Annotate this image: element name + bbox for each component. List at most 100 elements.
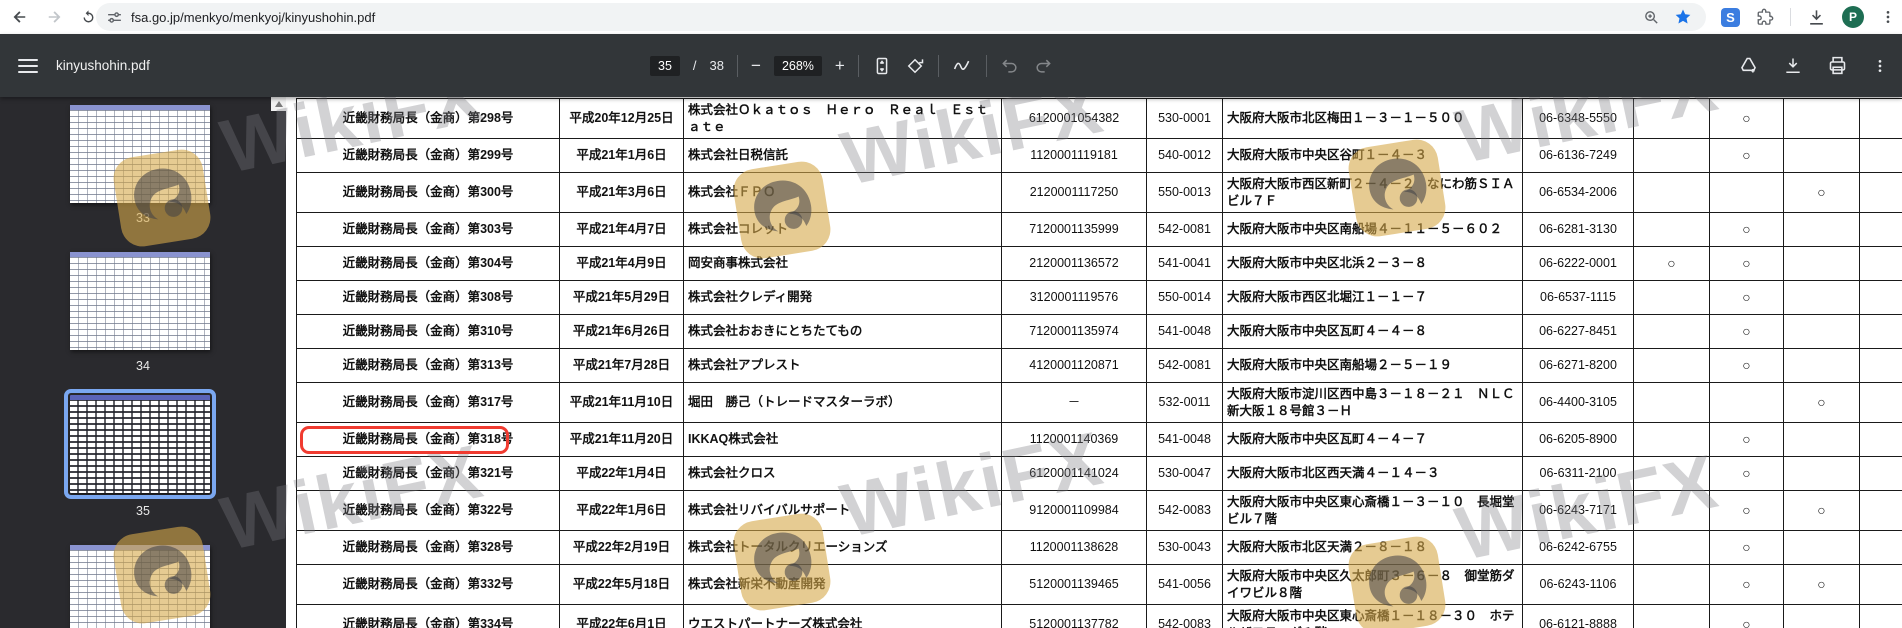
cell-postal: 541-0048 [1146,422,1223,457]
cell-phone: 06-6271-8200 [1522,348,1634,383]
table-row: 近畿財務局長（金商）第304号 平成21年4月9日 岡安商事株式会社 21200011… [296,246,1902,281]
table-row: 近畿財務局長（金商）第313号 平成21年7月28日 株式会社アプレスト 412000… [296,348,1902,383]
reload-button[interactable] [74,3,102,31]
toolbar-divider [1790,8,1791,26]
page-thumbnail-36[interactable] [70,545,210,628]
cell-corp_no: 3120001119576 [1001,280,1147,315]
cell-address: 大阪府大阪市淀川区西中島３－１８－２１ ＮＬＣ新大阪１８号館３－Ｈ [1222,382,1523,423]
cell-mark-empty [1859,172,1902,213]
cell-mark-empty [1783,314,1860,349]
cell-mark-empty [1859,530,1902,565]
table-row: 近畿財務局長（金商）第334号 平成22年6月1日 ウエストパートナーズ株式会社 51… [296,604,1902,628]
profile-avatar[interactable]: P [1842,6,1864,28]
cell-postal: 530-0047 [1146,456,1223,491]
cell-company: 株式会社日税信託 [683,138,1002,173]
extensions-puzzle-icon[interactable] [1756,8,1774,26]
thumbnail-sidebar[interactable]: 33 34 35 [0,97,286,628]
annotate-pen-icon[interactable] [952,55,973,76]
cell-mark-empty [1783,280,1860,315]
cell-mark-empty [1633,456,1710,491]
forward-button[interactable] [40,3,68,31]
back-button[interactable] [6,3,34,31]
page-thumbnail-35-selected[interactable] [64,389,216,499]
cell-company: 株式会社アプレスト [683,348,1002,383]
sidebar-menu-icon[interactable] [18,58,38,73]
cell-corp_no: 5120001137782 [1001,604,1147,628]
sidebar-scroll-up-arrow[interactable] [271,97,286,111]
cell-date: 平成22年2月19日 [559,530,684,565]
cell-mark-empty [1859,604,1902,628]
cell-address: 大阪府大阪市中央区南船場２－５－１９ [1222,348,1523,383]
cell-mark-empty [1783,422,1860,457]
cell-reg: 近畿財務局長（金商）第300号 [296,172,560,213]
cell-mark-empty [1783,246,1860,281]
cell-company: 株式会社リバイバルサポート [683,490,1002,531]
registry-table: 近畿財務局長（金商）第298号 平成20年12月25日 株式会社Ｏｋａｔｏｓ Ｈｅｒ… [296,98,1902,628]
site-info-icon[interactable] [106,9,123,26]
cell-reg: 近畿財務局長（金商）第303号 [296,212,560,247]
cell-date: 平成21年11月10日 [559,382,684,423]
cell-mark-empty [1633,138,1710,173]
table-row: 近畿財務局長（金商）第322号 平成22年1月6日 株式会社リバイバルサポート 912… [296,490,1902,531]
table-row: 近畿財務局長（金商）第300号 平成21年3月6日 株式会社ＦＰＯ 212000111… [296,172,1902,213]
cell-postal: 541-0056 [1146,564,1223,605]
address-bar[interactable]: fsa.go.jp/menkyo/menkyoj/kinyushohin.pdf [96,3,1706,31]
cell-mark-empty [1633,98,1710,139]
cell-phone: 06-6227-8451 [1522,314,1634,349]
page-thumbnail-33[interactable] [70,105,210,203]
cell-postal: 542-0083 [1146,604,1223,628]
save-to-drive-icon[interactable] [1738,55,1759,76]
table-row: 近畿財務局長（金商）第332号 平成22年5月18日 株式会社新栄不動産開発 5120… [296,564,1902,605]
toolbar-divider [857,54,859,77]
cell-postal: 530-0001 [1146,98,1223,139]
toolbar-divider [985,54,987,77]
cell-phone: 06-6537-1115 [1522,280,1634,315]
downloads-icon[interactable] [1807,8,1826,27]
cell-mark-circle: ○ [1783,490,1860,531]
cell-reg: 近畿財務局長（金商）第308号 [296,280,560,315]
cell-date: 平成21年6月26日 [559,314,684,349]
forward-arrow-icon [48,11,61,23]
pdf-menu-kebab-icon[interactable] [1872,58,1888,74]
print-icon[interactable] [1827,55,1848,76]
browser-menu-kebab-icon[interactable] [1880,9,1896,25]
url-text[interactable]: fsa.go.jp/menkyo/menkyoj/kinyushohin.pdf [131,9,376,25]
thumbnail-label: 35 [136,504,150,518]
cell-address: 大阪府大阪市北区梅田１－３－１－５００ [1222,98,1523,139]
browser-actions: S P [1721,0,1896,34]
zoom-out-button[interactable]: − [751,55,761,75]
cell-mark-circle: ○ [1709,530,1784,565]
table-row: 近畿財務局長（金商）第328号 平成22年2月19日 株式会社トータルクリエーション… [296,530,1902,565]
cell-date: 平成21年11月20日 [559,422,684,457]
zoom-in-button[interactable]: + [834,55,845,75]
cell-mark-empty [1633,382,1710,423]
cell-mark-empty [1859,98,1902,139]
fit-page-icon[interactable] [872,56,892,76]
download-icon[interactable] [1783,56,1803,76]
cell-reg: 近畿財務局長（金商）第299号 [296,138,560,173]
table-row: 近畿財務局長（金商）第303号 平成21年4月7日 株式会社コレット 71200011… [296,212,1902,247]
cell-reg: 近畿財務局長（金商）第334号 [296,604,560,628]
cell-mark-empty [1633,280,1710,315]
bookmark-star-icon[interactable] [1674,8,1692,26]
cell-mark-circle: ○ [1709,456,1784,491]
page-number-input[interactable]: 35 [650,55,680,76]
cell-postal: 542-0083 [1146,490,1223,531]
cell-company: 岡安商事株式会社 [683,246,1002,281]
rotate-icon[interactable] [905,56,925,76]
cell-company: 堀田 勝己（トレードマスターラボ） [683,382,1002,423]
cell-company: 株式会社クロス [683,456,1002,491]
cell-address: 大阪府大阪市西区新町２－４－２ なにわ筋ＳＩＡビル７Ｆ [1222,172,1523,213]
page-thumbnail-34[interactable] [70,252,210,350]
cell-phone: 06-6136-7249 [1522,138,1634,173]
cell-phone: 06-6242-6755 [1522,530,1634,565]
cell-date: 平成22年5月18日 [559,564,684,605]
cell-date: 平成21年1月6日 [559,138,684,173]
cell-address: 大阪府大阪市中央区東心斎橋１－１８－３０ ホテルザフラッグ１階 [1222,604,1523,628]
zoom-level-input[interactable]: 268% [773,55,822,76]
sider-extension-icon[interactable]: S [1721,7,1740,27]
cell-phone: 06-6243-7171 [1522,490,1634,531]
cell-mark-circle: ○ [1709,348,1784,383]
zoom-search-icon[interactable] [1643,9,1660,26]
cell-address: 大阪府大阪市中央区谷町１－４－３ [1222,138,1523,173]
